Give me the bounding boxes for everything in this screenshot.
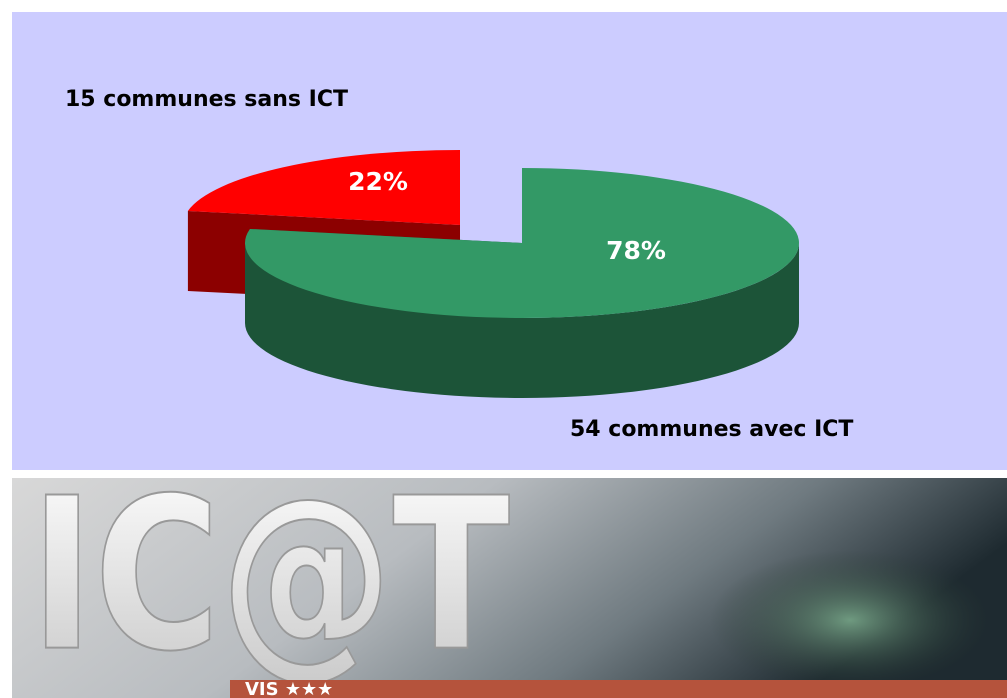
banner: IC@T VIS ★★★ [12,453,1007,698]
wave [710,550,990,690]
tagline: VIS ★★★ [245,679,333,698]
category-label: 54 communes avec ICT [570,417,853,442]
value-label: 22% [348,167,408,196]
tagline-bar [230,680,1007,698]
logo: IC@T [30,453,510,698]
chart-panel [12,12,1007,470]
category-label: 15 communes sans ICT [65,87,348,112]
value-label: 78% [606,236,666,265]
page: {"chart_data": {"type": "pie", "categori… [0,0,1007,698]
screen: 22% 15 communes sans ICT 78% 54 communes av… [0,0,1007,698]
